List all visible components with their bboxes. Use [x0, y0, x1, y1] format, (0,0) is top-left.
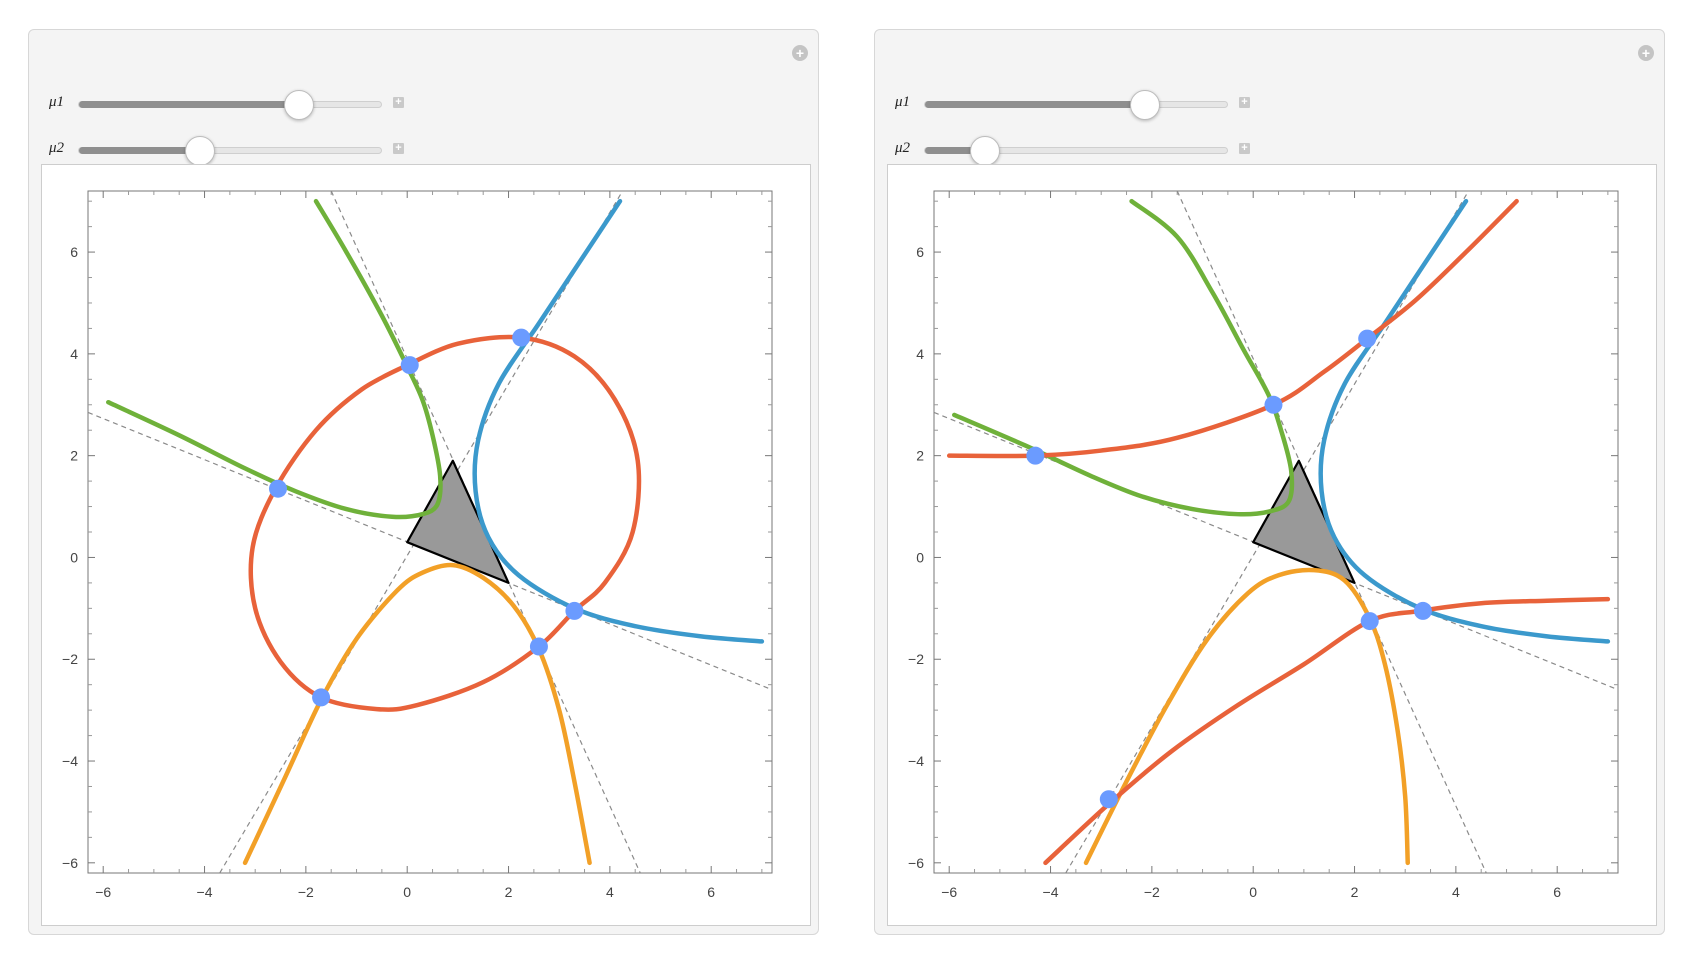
asymptote-line — [330, 191, 641, 873]
expand-controls-icon[interactable]: + — [393, 143, 404, 154]
mu1-slider-thumb[interactable] — [1130, 90, 1161, 120]
curve-line — [1043, 596, 1611, 866]
curve-line — [946, 198, 1519, 459]
y-tick-label: 0 — [70, 549, 78, 565]
y-tick-label: −6 — [908, 855, 924, 871]
intersection-point — [512, 328, 531, 347]
curve-line — [106, 198, 443, 520]
plot-area: −6 −4 −2 0 2 4 6 −6 −4 −2 0 2 4 6 — [41, 164, 811, 926]
curve-line — [472, 198, 765, 644]
curve-line — [1083, 567, 1410, 866]
expand-plus-icon[interactable]: + — [792, 45, 808, 61]
slider-fill — [925, 101, 1146, 108]
expand-controls-icon[interactable]: + — [1239, 143, 1250, 154]
plot-area: −6 −4 −2 0 2 4 6 −6 −4 −2 0 2 4 6 — [887, 164, 1657, 926]
intersection-point — [1360, 612, 1379, 631]
slider-row-mu1: μ1 + — [875, 88, 1664, 120]
slider-fill — [79, 147, 200, 154]
y-tick-label: −4 — [62, 753, 78, 769]
y-tick-label: 0 — [916, 549, 924, 565]
y-tick-label: −2 — [908, 651, 924, 667]
mu2-slider-track[interactable] — [78, 136, 382, 166]
intersection-point — [1099, 790, 1118, 809]
y-tick-label: 6 — [70, 244, 78, 260]
expand-controls-icon[interactable]: + — [393, 97, 404, 108]
mu1-slider-track[interactable] — [78, 90, 382, 120]
x-tick-label: 4 — [606, 884, 614, 900]
slider-row-mu1: μ1 + — [29, 88, 818, 120]
mu1-slider-track[interactable] — [924, 90, 1228, 120]
x-tick-label: 4 — [1452, 884, 1460, 900]
x-tick-label: 6 — [707, 884, 715, 900]
intersection-point — [312, 688, 331, 707]
slider-fill — [79, 101, 300, 108]
x-tick-label: 2 — [505, 884, 513, 900]
x-tick-label: 0 — [1249, 884, 1257, 900]
x-tick-label: −4 — [197, 884, 213, 900]
curve-line — [1318, 198, 1611, 644]
y-tick-label: −6 — [62, 855, 78, 871]
curve-line — [242, 562, 592, 866]
y-tick-label: 4 — [916, 346, 924, 362]
slider-row-mu2: μ2 + — [29, 134, 818, 166]
intersection-point — [269, 479, 287, 498]
intersection-point — [1413, 601, 1432, 620]
curve-line — [952, 198, 1295, 517]
x-tick-label: 2 — [1351, 884, 1359, 900]
intersection-point — [565, 601, 584, 620]
x-tick-label: 0 — [403, 884, 411, 900]
x-tick-label: −6 — [95, 884, 111, 900]
intersection-point — [1026, 446, 1045, 465]
asymptote-line — [1176, 191, 1487, 873]
y-tick-label: −2 — [62, 651, 78, 667]
intersection-point — [1358, 329, 1377, 348]
plot-svg: −6 −4 −2 0 2 4 6 −6 −4 −2 0 2 4 6 — [62, 190, 773, 900]
expand-controls-icon[interactable]: + — [1239, 97, 1250, 108]
x-tick-label: −2 — [1144, 884, 1160, 900]
x-tick-label: −4 — [1043, 884, 1059, 900]
intersection-point — [400, 356, 419, 375]
plot-content — [88, 191, 772, 873]
y-tick-label: 4 — [70, 346, 78, 362]
x-tick-label: −2 — [298, 884, 314, 900]
x-tick-label: 6 — [1553, 884, 1561, 900]
intersection-point — [1264, 395, 1283, 414]
plot-svg: −6 −4 −2 0 2 4 6 −6 −4 −2 0 2 4 6 — [908, 190, 1619, 900]
slider-row-mu2: μ2 + — [875, 134, 1664, 166]
slider-label: μ1 — [49, 94, 65, 110]
expand-plus-icon[interactable]: + — [1638, 45, 1654, 61]
triangle-shape — [1252, 459, 1356, 584]
slider-fill — [925, 147, 986, 154]
slider-label: μ1 — [895, 94, 911, 110]
mu2-slider-thumb[interactable] — [970, 136, 1001, 166]
y-tick-label: 2 — [916, 448, 924, 464]
slider-label: μ2 — [895, 140, 911, 156]
mu1-slider-thumb[interactable] — [284, 90, 315, 120]
manipulate-panel-left: + μ1 + μ2 + −6 −4 −2 0 2 4 6 −6 −4 −2 0 2 4 6 — [28, 29, 819, 935]
y-tick-label: 2 — [70, 448, 78, 464]
x-tick-label: −6 — [941, 884, 957, 900]
mu2-slider-track[interactable] — [924, 136, 1228, 166]
manipulate-panel-right: + μ1 + μ2 + −6 −4 −2 0 2 4 6 −6 −4 −2 0 2 4 6 — [874, 29, 1665, 935]
slider-label: μ2 — [49, 140, 65, 156]
curve-line — [248, 334, 642, 712]
intersection-point — [529, 637, 548, 656]
y-tick-label: −4 — [908, 753, 924, 769]
plot-content — [934, 191, 1618, 873]
mu2-slider-thumb[interactable] — [184, 136, 215, 166]
y-tick-label: 6 — [916, 244, 924, 260]
